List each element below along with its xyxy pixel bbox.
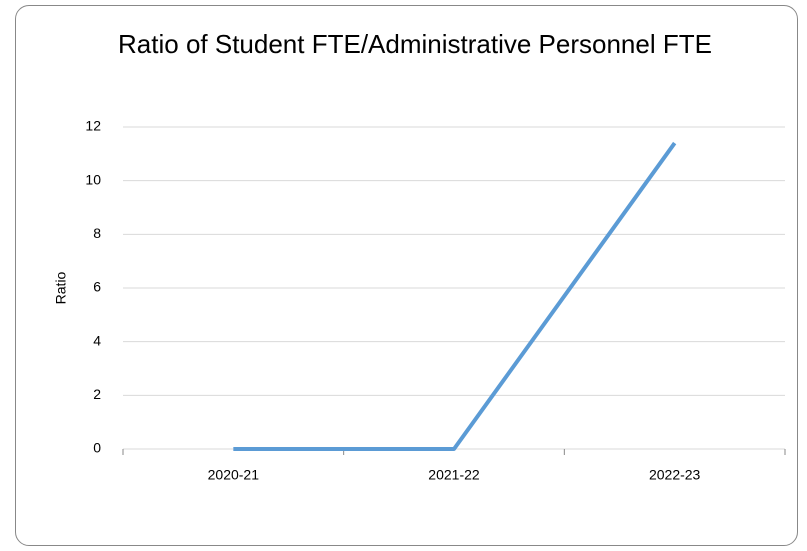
x-tick-label: 2022-23: [649, 467, 701, 483]
line-series: [233, 141, 677, 451]
y-tick-label: 12: [85, 118, 101, 134]
y-tick-label: 6: [93, 279, 101, 295]
y-axis-label: Ratio: [53, 271, 69, 304]
chart-frame: [15, 5, 798, 546]
y-tick-label: 8: [93, 225, 101, 241]
y-tick-label: 4: [93, 332, 101, 348]
x-tick-label: 2021-22: [428, 467, 480, 483]
y-tick-label: 0: [93, 440, 101, 456]
y-tick-label: 2: [93, 386, 101, 402]
x-tick-label: 2020-21: [208, 467, 260, 483]
chart-title: Ratio of Student FTE/Administrative Pers…: [118, 29, 712, 59]
y-tick-label: 10: [85, 171, 101, 187]
